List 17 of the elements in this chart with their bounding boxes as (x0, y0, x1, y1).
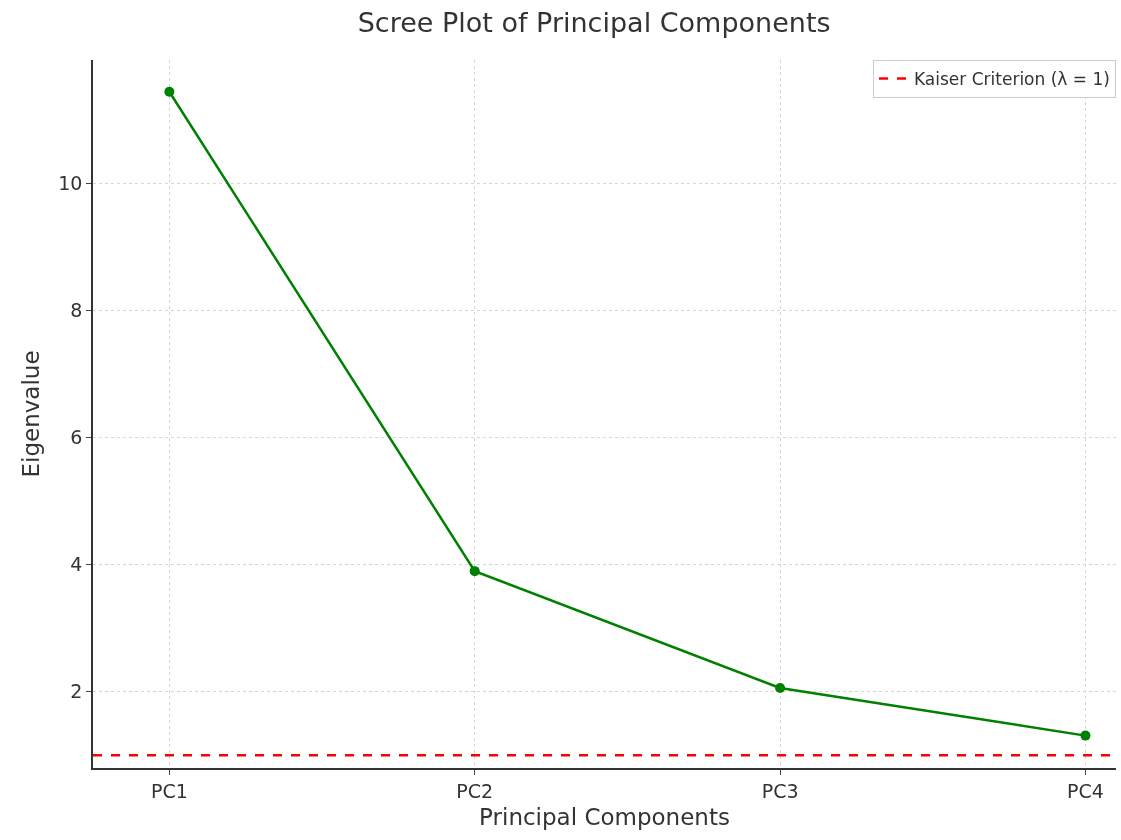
point (775, 682, 786, 693)
legend-label: Kaiser Criterion (λ = 1) (914, 69, 1110, 90)
point (164, 86, 175, 97)
y-tick-label: 10 (58, 172, 83, 195)
y-tick-label: 8 (70, 299, 83, 322)
chart-title: Scree Plot of Principal Components (357, 6, 831, 38)
point (469, 566, 480, 577)
x-tick-label: PC1 (150, 779, 188, 802)
point (1080, 730, 1091, 741)
y-axis-title: Eigenvalue (18, 350, 45, 478)
x-tick-label: PC2 (456, 779, 494, 802)
x-tick-label: PC4 (1067, 779, 1104, 802)
y-tick-label: 4 (70, 553, 83, 576)
x-tick-label: PC3 (761, 779, 799, 802)
x-axis-title: Principal Components (479, 803, 730, 830)
y-tick-label: 6 (70, 426, 83, 449)
y-tick-label: 2 (70, 680, 83, 703)
